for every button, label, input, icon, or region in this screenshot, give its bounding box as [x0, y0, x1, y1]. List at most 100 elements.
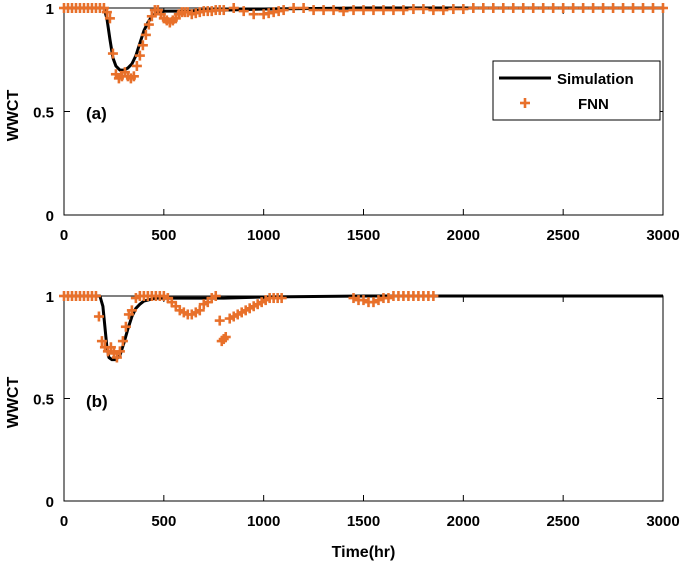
fnn-point — [468, 3, 479, 13]
y-tick-label: 0 — [46, 494, 54, 511]
fnn-point — [348, 5, 359, 16]
chart-panel-b: 0 500 1000 1500 2000 2500 3000 0 0.5 1 WWCT Time(hr… — [5, 289, 680, 561]
fnn-point — [578, 3, 589, 13]
panel-label: (b) — [86, 392, 108, 411]
legend: Simulation FNN — [492, 60, 661, 121]
fnn-point — [218, 5, 229, 16]
fnn-point — [388, 5, 399, 16]
fnn-point — [140, 29, 151, 40]
series-simulation — [64, 294, 663, 362]
fnn-point — [218, 334, 229, 345]
fnn-point — [648, 3, 659, 13]
fnn-point — [128, 71, 139, 82]
fnn-point — [96, 336, 107, 347]
legend-entry-simulation: Simulation — [557, 71, 634, 88]
fnn-point — [214, 315, 225, 326]
fnn-point — [368, 5, 379, 16]
fnn-point — [368, 297, 379, 308]
fnn-point — [348, 293, 359, 304]
fnn-point — [548, 3, 559, 13]
x-tick-label: 3000 — [646, 227, 679, 244]
fnn-point — [438, 5, 449, 16]
fnn-point — [608, 3, 619, 13]
y-tick-label: 1 — [46, 1, 54, 18]
y-axis-label: WWCT — [5, 90, 22, 142]
legend-entry-fnn: FNN — [578, 96, 609, 113]
legend-box — [492, 60, 661, 121]
x-tick-label: 2000 — [447, 227, 480, 244]
fnn-point — [628, 3, 639, 13]
chart-panel-a: 0 500 1000 1500 2000 2500 3000 0 0.5 1 WWCT (a) Simu… — [5, 1, 680, 244]
x-tick-label: 2500 — [546, 227, 579, 244]
x-tick-label: 500 — [151, 513, 176, 530]
y-tick-label: 1 — [46, 289, 54, 306]
fnn-point — [298, 3, 309, 13]
fnn-point — [408, 4, 419, 15]
fnn-point — [93, 311, 104, 322]
x-axis-label: Time(hr) — [332, 544, 396, 561]
fnn-point — [131, 60, 142, 71]
fnn-point — [228, 3, 239, 13]
fnn-point — [111, 352, 122, 363]
fnn-point — [428, 5, 439, 16]
x-tick-label: 1000 — [247, 513, 280, 530]
fnn-point — [448, 4, 459, 15]
x-tick-label: 0 — [60, 227, 68, 244]
fnn-point — [358, 5, 369, 16]
x-tick-label: 1000 — [247, 227, 280, 244]
fnn-point — [107, 48, 118, 59]
fnn-point — [588, 3, 599, 13]
fnn-point — [518, 3, 529, 13]
fnn-point — [278, 5, 289, 16]
y-tick-label: 0 — [46, 208, 54, 225]
plot-area — [63, 295, 664, 502]
fnn-point — [568, 3, 579, 13]
fnn-point — [90, 291, 101, 301]
x-tick-label: 500 — [151, 227, 176, 244]
fnn-point — [146, 11, 157, 22]
fnn-point — [194, 305, 205, 316]
simulation-line — [64, 294, 663, 362]
fnn-point — [134, 50, 145, 61]
x-tick-label: 0 — [60, 513, 68, 530]
fnn-point — [210, 291, 221, 301]
fnn-point — [478, 3, 489, 13]
fnn-point — [558, 3, 569, 13]
fnn-point — [338, 6, 349, 17]
fnn-point — [508, 3, 519, 13]
fnn-point — [126, 305, 137, 316]
fnn-point — [104, 13, 115, 24]
series-fnn — [59, 3, 668, 84]
fnn-point — [220, 332, 231, 342]
fnn-point — [598, 3, 609, 13]
fnn-point — [538, 3, 549, 13]
fnn-point — [638, 3, 649, 13]
fnn-point — [618, 3, 629, 13]
fnn-point — [398, 5, 409, 16]
fnn-point — [328, 5, 339, 16]
fnn-point — [528, 3, 539, 13]
fnn-point — [101, 7, 112, 18]
fnn-point — [238, 6, 249, 17]
fnn-point — [458, 4, 469, 15]
fnn-point — [288, 3, 299, 13]
fnn-point — [498, 3, 509, 13]
y-tick-label: 0.5 — [33, 105, 54, 122]
x-tick-label: 1500 — [347, 513, 380, 530]
fnn-point — [143, 19, 154, 30]
x-tick-label: 3000 — [646, 513, 679, 530]
fnn-point — [105, 342, 116, 353]
fnn-point — [658, 3, 668, 13]
y-tick-label: 0.5 — [33, 392, 54, 409]
fnn-point — [318, 5, 329, 16]
fnn-point — [418, 4, 429, 15]
series-fnn — [59, 291, 439, 363]
fnn-point — [137, 40, 148, 51]
x-tick-label: 1500 — [347, 227, 380, 244]
panel-label: (a) — [86, 104, 107, 123]
y-axis-label: WWCT — [5, 377, 22, 429]
fnn-point — [308, 5, 319, 16]
fnn-point — [120, 321, 131, 332]
fnn-point — [117, 336, 128, 347]
